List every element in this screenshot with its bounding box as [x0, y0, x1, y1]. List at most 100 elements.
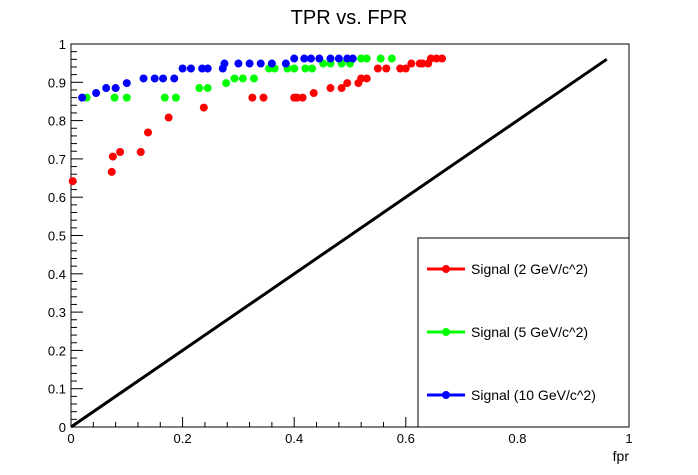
- data-point: [198, 64, 207, 73]
- data-point: [387, 54, 396, 63]
- data-point: [234, 59, 243, 68]
- data-point: [245, 59, 254, 68]
- data-point: [171, 93, 180, 102]
- data-point: [220, 59, 229, 68]
- legend-marker: [442, 391, 450, 399]
- data-point: [144, 128, 153, 137]
- data-point: [160, 93, 169, 102]
- x-tick-label: 0.4: [285, 431, 303, 446]
- data-point: [337, 84, 346, 93]
- data-point: [203, 64, 212, 73]
- y-tick-label: 0.4: [48, 267, 66, 282]
- x-tick-label: 0.8: [508, 431, 526, 446]
- data-point: [170, 74, 179, 83]
- legend-label: Signal (5 GeV/c^2): [471, 324, 588, 340]
- data-point: [343, 79, 352, 88]
- legend-marker: [442, 265, 450, 273]
- data-point: [309, 89, 318, 98]
- data-point: [382, 64, 391, 73]
- legend-label: Signal (10 GeV/c^2): [471, 387, 596, 403]
- chart-title: TPR vs. FPR: [291, 7, 408, 29]
- data-point: [300, 54, 309, 63]
- legend-label: Signal (2 GeV/c^2): [471, 261, 588, 277]
- data-point: [290, 54, 299, 63]
- data-point: [256, 59, 265, 68]
- data-point: [250, 74, 259, 83]
- data-point: [362, 54, 371, 63]
- data-point: [407, 59, 416, 68]
- legend: Signal (2 GeV/c^2) Signal (5 GeV/c^2) Sign…: [417, 237, 630, 428]
- data-point: [110, 93, 119, 102]
- y-tick-label: 0.7: [48, 152, 66, 167]
- y-tick-label: 0.5: [48, 229, 66, 244]
- data-point: [308, 64, 317, 73]
- data-point: [292, 93, 301, 102]
- data-point: [92, 89, 101, 98]
- ticks-layer: 0 0.2 0.4 0.6 0.8 1 0 0.1 0.2 0.3 0.4 0.5 0.6 0.7 0.8 0…: [48, 37, 633, 446]
- data-point: [178, 64, 187, 73]
- data-point: [426, 54, 435, 63]
- series-3-points: [78, 54, 357, 102]
- data-point: [203, 84, 212, 93]
- data-point: [199, 103, 208, 112]
- data-point: [418, 59, 427, 68]
- data-point: [159, 74, 168, 83]
- data-point: [438, 54, 447, 63]
- legend-marker: [442, 328, 450, 336]
- data-point: [432, 54, 441, 63]
- y-tick-label: 0.2: [48, 343, 66, 358]
- data-point: [248, 93, 257, 102]
- y-tick-label: 0.6: [48, 190, 66, 205]
- series-1-points: [68, 54, 447, 186]
- data-point: [108, 152, 117, 161]
- x-tick-label: 0.6: [397, 431, 415, 446]
- data-point: [139, 74, 148, 83]
- data-point: [150, 74, 159, 83]
- data-point: [102, 84, 111, 93]
- data-point: [306, 54, 315, 63]
- data-point: [116, 148, 125, 157]
- data-point: [122, 93, 131, 102]
- x-tick-label: 0.2: [174, 431, 192, 446]
- data-point: [78, 93, 87, 102]
- y-tick-label: 0.9: [48, 75, 66, 90]
- x-tick-label: 0: [67, 431, 74, 446]
- data-point: [267, 59, 276, 68]
- diagonal-line: [70, 58, 608, 429]
- x-tick-label: 1: [625, 431, 632, 446]
- diagonal-layer: [70, 58, 608, 429]
- y-tick-label: 0.3: [48, 305, 66, 320]
- y-tick-label: 0.1: [48, 382, 66, 397]
- data-point: [348, 54, 357, 63]
- data-point: [164, 113, 173, 122]
- data-point: [136, 148, 145, 157]
- data-point: [111, 84, 120, 93]
- points-layer: [68, 54, 447, 186]
- y-tick-label: 0: [59, 420, 66, 435]
- data-point: [334, 54, 343, 63]
- data-point: [373, 64, 382, 73]
- data-point: [326, 54, 335, 63]
- data-point: [107, 167, 116, 176]
- data-point: [259, 93, 268, 102]
- data-point: [376, 54, 385, 63]
- data-point: [230, 74, 239, 83]
- data-point: [326, 84, 335, 93]
- y-tick-label: 1: [59, 37, 66, 52]
- data-point: [122, 79, 131, 88]
- data-point: [238, 74, 247, 83]
- data-point: [396, 64, 405, 73]
- data-point: [357, 74, 366, 83]
- data-point: [401, 64, 410, 73]
- data-point: [222, 79, 231, 88]
- data-point: [301, 64, 310, 73]
- data-point: [186, 64, 195, 73]
- data-point: [315, 54, 324, 63]
- y-tick-label: 0.8: [48, 114, 66, 129]
- data-point: [298, 93, 307, 102]
- x-axis-label: fpr: [613, 448, 630, 464]
- data-point: [195, 84, 204, 93]
- data-point: [290, 64, 299, 73]
